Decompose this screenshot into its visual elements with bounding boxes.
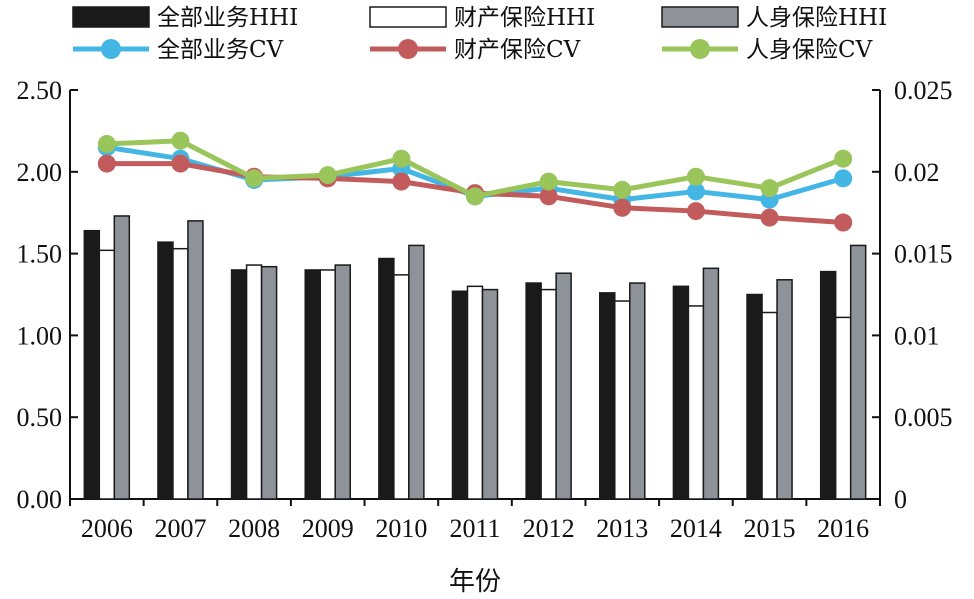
x-tick-label: 2009 (302, 514, 354, 543)
bar-1 (451, 290, 469, 500)
line-point-3 (97, 134, 116, 153)
left-tick-label: 1.50 (17, 240, 63, 269)
bar-1 (672, 285, 690, 500)
line-point-2 (392, 172, 411, 191)
bar-2 (614, 300, 631, 500)
x-tick-label: 2011 (449, 514, 500, 543)
line-point-3 (466, 187, 484, 206)
left-tick-label: 2.00 (17, 158, 63, 187)
bar-3 (113, 215, 131, 500)
bar-2 (172, 247, 189, 500)
line-point-2 (686, 202, 705, 221)
legend-label: 财产保险CV (454, 37, 581, 63)
bar-2 (393, 274, 410, 500)
line-point-1 (686, 182, 705, 201)
bar-3 (702, 267, 720, 500)
bar-1 (378, 257, 395, 500)
right-tick-label: 0 (894, 485, 907, 514)
right-tick-label: 0.025 (894, 76, 953, 105)
legend-swatch-bar (661, 6, 739, 28)
x-tick-label: 2016 (817, 514, 869, 543)
bar-3 (481, 288, 499, 500)
line-point-2 (97, 154, 116, 173)
line-point-2 (171, 154, 190, 173)
line-point-2 (834, 213, 853, 232)
bar-3 (334, 264, 351, 500)
bar-2 (761, 311, 778, 500)
line-point-3 (171, 131, 190, 150)
bar-3 (849, 244, 867, 500)
legend-label: 全部业务HHI (157, 5, 298, 31)
bar-1 (83, 229, 101, 500)
legend-swatch-marker (101, 39, 121, 59)
bar-1 (157, 241, 174, 500)
line-point-3 (834, 149, 853, 168)
bar-3 (260, 265, 278, 500)
line-point-3 (686, 167, 705, 186)
x-tick-label: 2006 (81, 514, 133, 543)
bar-3 (187, 220, 204, 500)
bar-3 (776, 279, 793, 500)
x-tick-label: 2008 (228, 514, 280, 543)
bar-1 (304, 269, 321, 500)
legend-swatch-bar (72, 6, 150, 28)
bar-3 (408, 244, 425, 500)
line-point-3 (539, 172, 558, 191)
bar-1 (230, 269, 248, 500)
right-tick-label: 0.01 (894, 321, 940, 350)
x-tick-label: 2015 (744, 514, 796, 543)
bar-1 (599, 292, 616, 500)
x-tick-label: 2010 (375, 514, 427, 543)
bar-2 (834, 316, 852, 500)
right-tick-label: 0.015 (894, 240, 953, 269)
legend-label: 财产保险HHI (454, 5, 595, 31)
legend-label: 全部业务CV (157, 37, 284, 63)
bar-2 (687, 305, 705, 500)
line-point-3 (760, 179, 779, 198)
right-tick-label: 0.005 (894, 403, 953, 432)
legend-label: 人身保险HHI (746, 5, 887, 31)
line-point-2 (539, 187, 558, 206)
line-point-3 (318, 166, 337, 185)
legend-swatch-marker (690, 39, 710, 59)
bar-2 (319, 269, 336, 500)
bar-2 (466, 285, 484, 500)
bar-3 (629, 282, 646, 500)
bar-2 (540, 288, 557, 500)
line-point-3 (245, 169, 264, 188)
line-point-3 (613, 180, 632, 199)
legend-swatch-marker (398, 39, 418, 59)
bar-1 (819, 270, 837, 500)
x-tick-label: 2014 (670, 514, 722, 543)
x-axis-title: 年份 (449, 567, 501, 597)
left-tick-label: 2.50 (17, 76, 63, 105)
bar-3 (555, 272, 572, 500)
x-tick-label: 2013 (596, 514, 648, 543)
x-tick-label: 2007 (154, 514, 206, 543)
left-tick-label: 0.50 (17, 403, 63, 432)
bar-1 (525, 282, 542, 500)
x-tick-label: 2012 (523, 514, 575, 543)
bar-2 (98, 249, 116, 500)
left-tick-label: 1.00 (17, 321, 63, 350)
line-point-2 (760, 208, 779, 227)
legend-swatch-bar (369, 6, 447, 28)
bar-1 (746, 293, 763, 500)
bar-2 (245, 264, 263, 500)
line-point-3 (392, 149, 411, 168)
line-point-2 (613, 198, 632, 217)
line-point-1 (834, 169, 853, 188)
legend-label: 人身保险CV (746, 37, 873, 63)
left-tick-label: 0.00 (17, 485, 63, 514)
right-tick-label: 0.02 (894, 158, 940, 187)
